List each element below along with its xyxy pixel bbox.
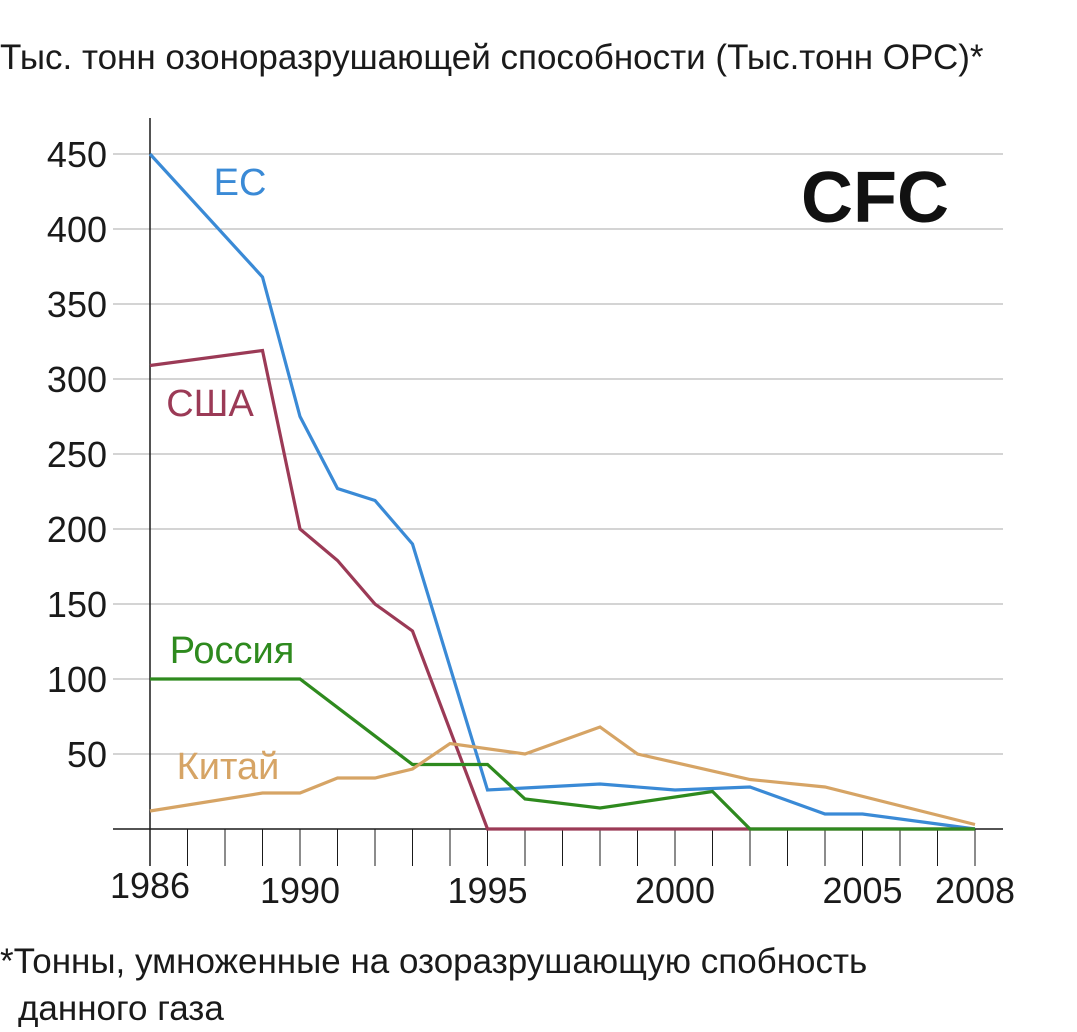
series-line-Китай [149, 725, 976, 827]
chart-title: CFC [801, 158, 949, 238]
series-label: США [166, 383, 254, 425]
y-tick-label: 150 [47, 584, 107, 625]
y-tick-label: 450 [47, 134, 107, 175]
x-tick-label: 1995 [447, 870, 527, 911]
series-line-Россия [150, 677, 975, 831]
x-tick-label: 2005 [822, 870, 902, 911]
y-tick-label: 50 [67, 734, 107, 775]
y-tick-label: 100 [47, 659, 107, 700]
y-tick-label: 400 [47, 209, 107, 250]
x-tick-label: 1986 [110, 865, 190, 906]
y-axis-title: Тыс. тонн озоноразрушающей способности (… [0, 38, 984, 77]
series-line-США [149, 348, 975, 831]
x-tick-label: 2008 [935, 870, 1015, 911]
y-tick-label: 200 [47, 509, 107, 550]
series-label: Россия [170, 630, 295, 672]
y-tick-label: 350 [47, 284, 107, 325]
y-tick-label: 300 [47, 359, 107, 400]
series-label: ЕС [214, 162, 267, 204]
series-line-ЕС [148, 152, 976, 831]
series-label: Китай [177, 746, 280, 788]
footnote-line-2: данного газа [18, 989, 224, 1028]
x-tick-label: 2000 [635, 870, 715, 911]
y-tick-label: 250 [47, 434, 107, 475]
footnote-line-1: *Тонны, умноженные на озоразрушающую спо… [0, 942, 868, 981]
x-tick-label: 1990 [260, 870, 340, 911]
footnote: *Тонны, умноженные на озоразрушающую спо… [0, 938, 867, 1032]
